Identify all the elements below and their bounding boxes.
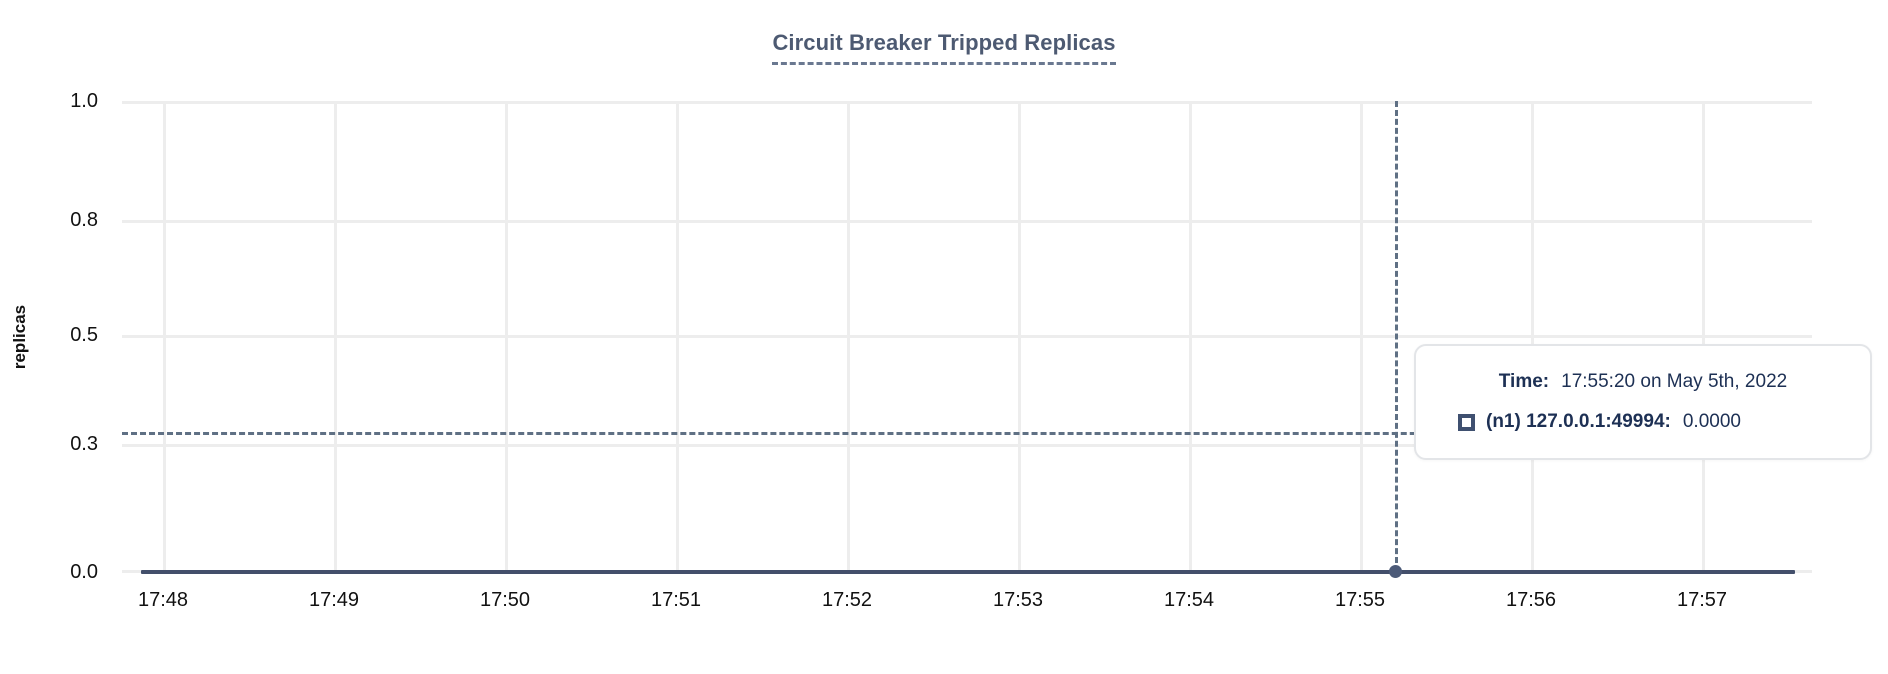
y-tick-label-2: 0.8: [70, 209, 98, 231]
x-tick-label-5: 17:52: [821, 589, 873, 611]
gridline-vertical-17-48: [163, 101, 166, 572]
y-axis-label-wrapper: replicas: [2, 239, 32, 439]
y-tick-label-3: 0.5: [70, 324, 98, 346]
tooltip-time-value: 17:55:20 on May 5th, 2022: [1561, 371, 1788, 392]
series-swatch-icon: [1458, 413, 1475, 431]
gridline-horizontal-0.3: [122, 444, 1812, 447]
y-tick-label-1: 1.0: [70, 90, 98, 112]
x-tick-label-3: 17:50: [479, 589, 531, 611]
gridline-horizontal-0.8: [122, 220, 1812, 223]
x-tick-label-6: 17:53: [992, 589, 1044, 611]
plot-area: [122, 101, 1812, 578]
gridline-vertical-17-56: [1531, 101, 1534, 572]
page-title: Circuit Breaker Tripped Replicas: [772, 30, 1116, 65]
gridline-horizontal-1.0: [122, 101, 1812, 104]
gridline-vertical-17-51: [676, 101, 679, 572]
threshold-annotation-line: [122, 432, 1812, 435]
gridline-horizontal-0.5: [122, 335, 1812, 338]
tooltip-series-label: (n1) 127.0.0.1:49994:: [1486, 411, 1671, 432]
y-tick-label-4: 0.3: [70, 433, 98, 455]
chart-title-wrapper: Circuit Breaker Tripped Replicas: [0, 30, 1888, 65]
series-line-n1: [141, 570, 1795, 574]
x-tick-label-10: 17:57: [1676, 589, 1728, 611]
tooltip-series-value: 0.0000: [1682, 411, 1741, 432]
y-tick-label-5: 0.0: [70, 561, 98, 583]
x-tick-label-1: 17:48: [137, 589, 189, 611]
x-tick-label-8: 17:55: [1334, 589, 1386, 611]
crosshair-vertical-line: [1395, 101, 1398, 572]
gridline-vertical-17-53: [1018, 101, 1021, 572]
gridline-vertical-17-57: [1702, 101, 1705, 572]
x-tick-label-7: 17:54: [1163, 589, 1215, 611]
x-tick-label-4: 17:51: [650, 589, 702, 611]
tooltip-time-row: Time: 17:55:20 on May 5th, 2022: [1442, 368, 1844, 396]
hovered-data-point[interactable]: [1389, 565, 1402, 578]
tooltip-time-key: Time:: [1498, 371, 1550, 392]
gridline-vertical-17-50: [505, 101, 508, 572]
gridline-vertical-17-49: [334, 101, 337, 572]
gridline-vertical-17-52: [847, 101, 850, 572]
gridline-vertical-17-55: [1360, 101, 1363, 572]
gridline-vertical-17-54: [1189, 101, 1192, 572]
y-axis-label: replicas: [10, 304, 29, 370]
x-tick-label-2: 17:49: [308, 589, 360, 611]
hover-tooltip: Time: 17:55:20 on May 5th, 2022 (n1) 127…: [1414, 344, 1872, 460]
x-tick-label-9: 17:56: [1505, 589, 1557, 611]
tooltip-series-row: (n1) 127.0.0.1:49994: 0.0000: [1442, 408, 1844, 436]
